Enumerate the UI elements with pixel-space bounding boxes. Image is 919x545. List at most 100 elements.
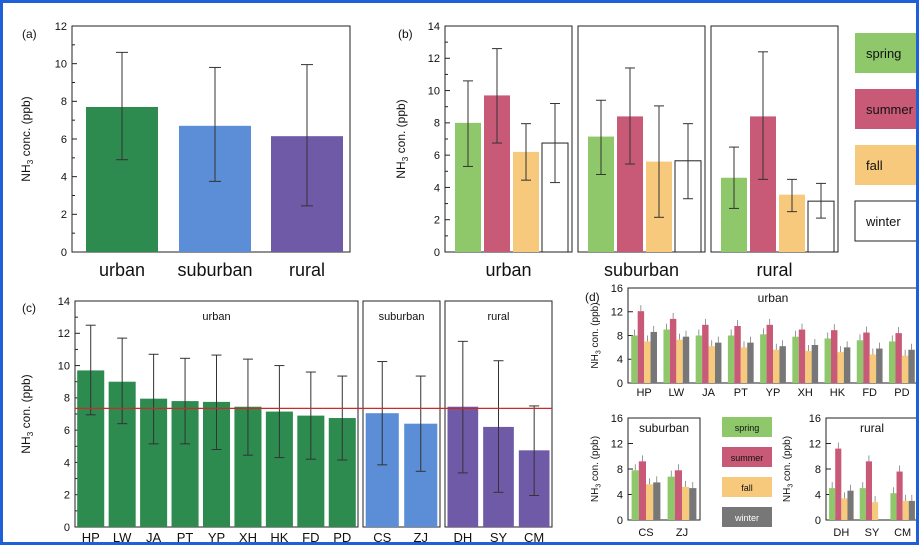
x-label-d-XH: XH [798, 387, 813, 399]
bar-d-urban-JA-winter [715, 342, 722, 383]
bar-d-urban-XH-summer [798, 329, 806, 383]
bar-d-urban-HK-spring [824, 338, 831, 383]
bar-d-suburban-ZJ-summer [674, 470, 682, 520]
legend-label-winter: winter [865, 214, 901, 229]
panel-c-y-tick-label: 10 [58, 360, 70, 372]
panel-c-y-tick-label: 2 [64, 490, 70, 502]
legend-d-label-spring: spring [735, 423, 760, 433]
x-label-d-DH: DH [833, 527, 849, 539]
x-label-urban: urban [99, 260, 145, 280]
group-label-urban: urban [485, 260, 531, 280]
legend-swatch-summer [855, 89, 919, 129]
bar-d-rural-CM-fall [902, 500, 909, 520]
panel-d-rural-y-tick-label: 4 [815, 489, 821, 501]
bar-d-suburban-CS-spring [631, 470, 639, 520]
panel-b-ylabel: NH3 con. (ppb) [394, 99, 410, 178]
panel-b-y-tick-label: 0 [434, 247, 440, 259]
bar-d-urban-FD-fall [869, 354, 877, 383]
bar-d-rural-SY-fall [872, 502, 879, 520]
x-label-HK: HK [270, 530, 288, 545]
panel-c-y-tick-label: 4 [64, 457, 70, 469]
legend-swatch-fall [855, 145, 919, 185]
panel-b-y-tick-label: 12 [428, 53, 440, 65]
x-label-d-HP: HP [636, 387, 651, 399]
bar-d-rural-SY-spring [859, 488, 866, 520]
bar-d-urban-YP-summer [766, 324, 773, 383]
x-label-JA: JA [146, 530, 162, 545]
x-label-d-ZJ: ZJ [676, 527, 688, 539]
bar-d-urban-PD-spring [889, 341, 896, 383]
panel-c-y-tick-label: 8 [64, 393, 70, 405]
x-label-d-HK: HK [830, 387, 846, 399]
panel-d-urban-y-tick-label: 4 [617, 354, 623, 366]
bar-d-urban-FD-summer [863, 332, 870, 383]
bar-d-urban-HP-summer [637, 311, 645, 383]
panel-d-urban-y-tick-label: 8 [617, 330, 623, 342]
x-label-rural: rural [289, 260, 325, 280]
x-label-FD: FD [302, 530, 319, 545]
legend-swatch-spring [855, 33, 919, 73]
bar-d-urban-HK-winter [843, 347, 851, 383]
panel-d-rural-y-label: NH3 con. (ppb) [782, 436, 795, 502]
panel-d-suburban-y-tick-label: 0 [617, 515, 623, 527]
x-label-CS: CS [373, 530, 391, 545]
x-label-YP: YP [208, 530, 225, 545]
bar-d-suburban-CS-fall [646, 484, 654, 520]
bar-d-urban-PT-fall [740, 347, 748, 383]
bar-d-urban-PD-fall [901, 355, 909, 383]
bar-d-urban-PD-winter [908, 349, 915, 383]
x-label-d-YP: YP [766, 387, 781, 399]
panel-c-ylabel: NH3 con. (ppb) [19, 374, 35, 453]
panel-d-rural-y-tick-label: 16 [809, 413, 821, 425]
bar-d-urban-XH-fall [805, 350, 812, 383]
x-label-XH: XH [239, 530, 257, 545]
group-label-d-urban: urban [758, 291, 789, 305]
legend-d-swatch-summer [722, 447, 772, 467]
legend-label-spring: spring [866, 46, 901, 61]
panel-c-y-tick-label: 6 [64, 425, 70, 437]
bar-d-urban-LW-fall [676, 339, 683, 383]
panel-c-y-tick-label: 12 [58, 328, 70, 340]
bar-d-urban-JA-fall [708, 346, 715, 383]
bar-d-rural-CM-summer [896, 471, 903, 520]
x-label-d-CM: CM [894, 527, 911, 539]
panel-d-suburban-y-tick-label: 12 [611, 438, 623, 450]
legend-d-swatch-winter [722, 507, 772, 527]
panel-b-y-tick-label: 14 [428, 21, 440, 33]
panel-d-suburban-y-label: NH3 con. (ppb) [590, 436, 603, 502]
panel-a-y-tick-label: 2 [61, 209, 67, 221]
bar-d-urban-YP-fall [773, 349, 780, 383]
panel-a-y-tick-label: 10 [55, 59, 67, 71]
bar-d-suburban-CS-winter [653, 482, 661, 520]
x-label-PT: PT [177, 530, 194, 545]
bar-d-suburban-ZJ-fall [682, 486, 690, 520]
bar-d-urban-LW-summer [669, 318, 677, 383]
panel-b-tag: (b) [398, 27, 413, 41]
x-label-CM: CM [524, 530, 544, 545]
bar-d-rural-DH-spring [829, 488, 836, 520]
panel-a-y-tick-label: 6 [61, 134, 67, 146]
bar-d-urban-YP-spring [760, 334, 767, 383]
bar-d-rural-SY-summer [865, 461, 872, 520]
bar-d-urban-HP-spring [631, 335, 638, 383]
panel-c-subframe-suburban [362, 300, 441, 528]
bar-d-urban-PT-spring [727, 335, 735, 383]
panel-d-urban-y-tick-label: 12 [611, 307, 623, 319]
x-label-d-SY: SY [865, 527, 880, 539]
panel-d-suburban-y-tick-label: 8 [617, 464, 623, 476]
bar-d-urban-YP-winter [779, 346, 786, 383]
group-label-suburban: suburban [379, 311, 425, 323]
panel-d-rural-y-tick-label: 0 [815, 515, 821, 527]
panel-d-tag: (d) [585, 290, 600, 304]
x-label-d-CS: CS [638, 527, 653, 539]
panel-b-y-tick-label: 6 [434, 150, 440, 162]
legend-d-label-winter: winter [734, 513, 759, 523]
bar-d-urban-LW-spring [663, 329, 670, 383]
x-label-d-PD: PD [894, 387, 909, 399]
panel-b-y-tick-label: 2 [434, 215, 440, 227]
bar-d-urban-JA-summer [702, 324, 709, 383]
x-label-HP: HP [82, 530, 100, 545]
group-label-d-suburban: suburban [639, 421, 689, 435]
panel-d-urban-y-tick-label: 16 [611, 283, 623, 295]
